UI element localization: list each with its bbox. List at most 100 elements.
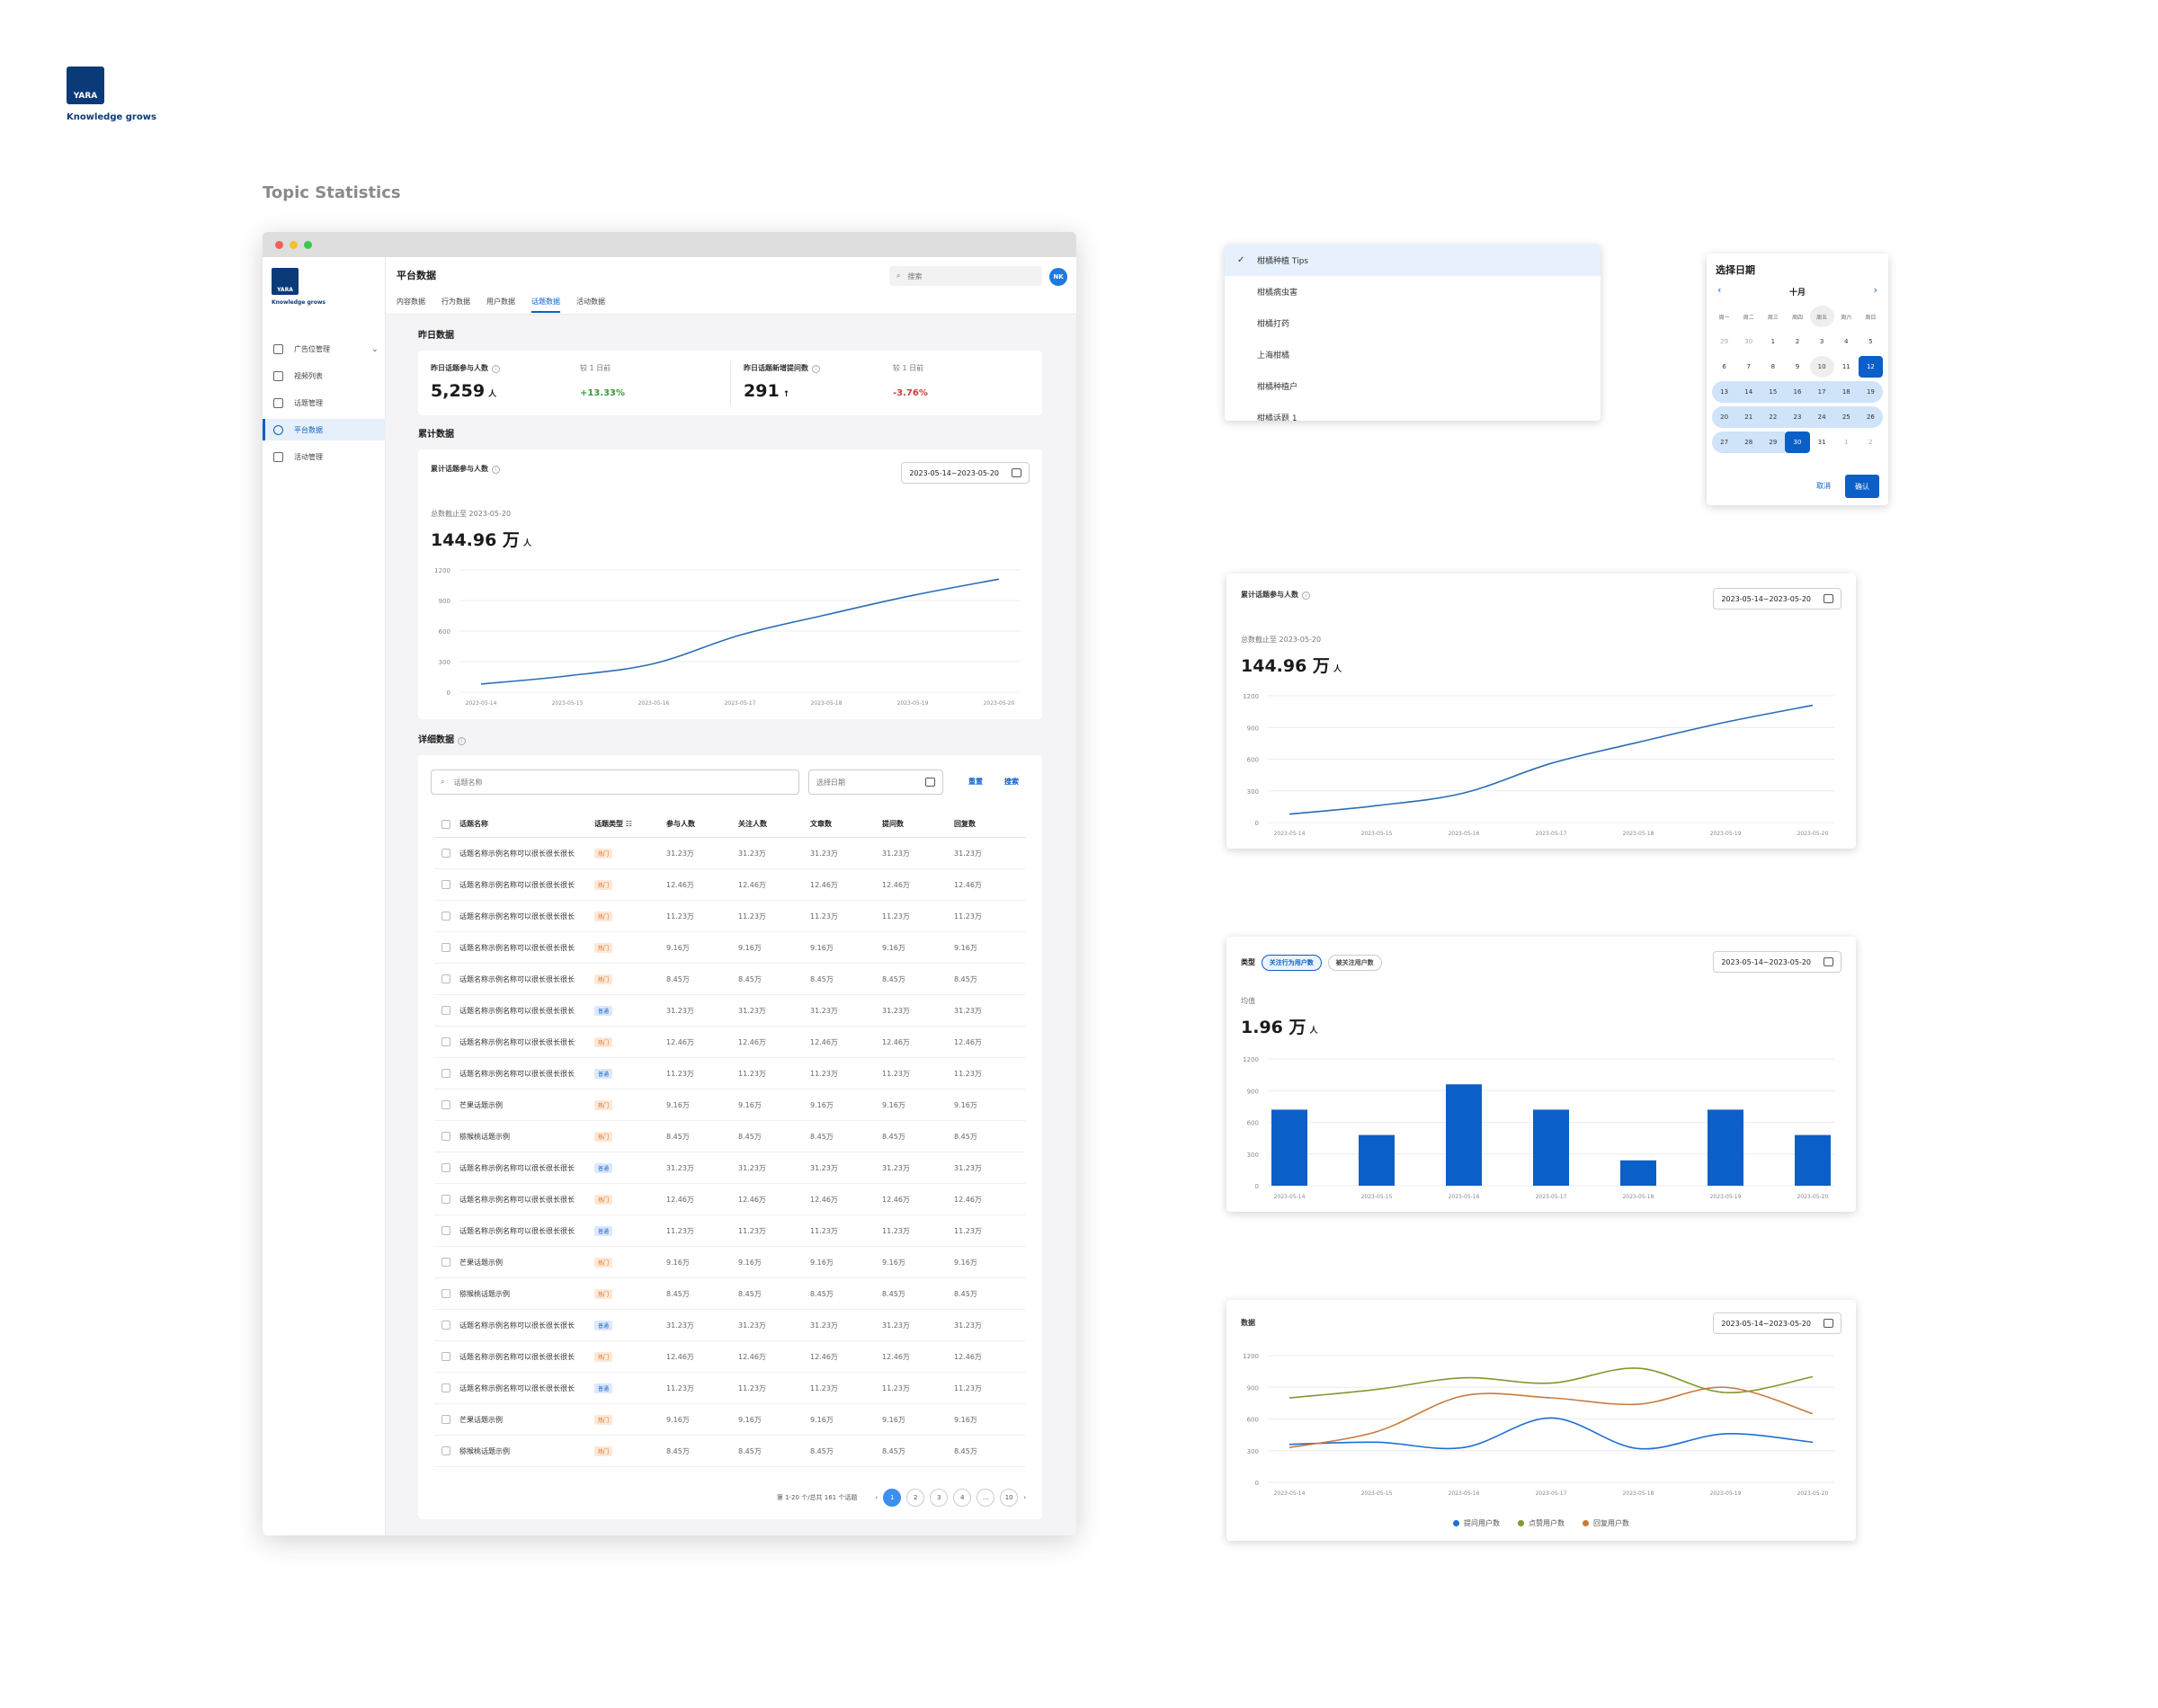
calendar-day[interactable]: 5 — [1868, 338, 1873, 345]
avatar[interactable]: NK — [1049, 268, 1067, 286]
calendar-day[interactable]: 31 — [1817, 439, 1826, 446]
calendar-day[interactable]: 28 — [1736, 431, 1761, 453]
date-select[interactable]: 选择日期 — [808, 769, 943, 795]
dropdown-item[interactable]: 柑橘话题 1 — [1225, 402, 1601, 421]
table-row[interactable]: 话题名称示例名称可以很长很长很长 普通 11.23万 11.23万 11.23万 11.2… — [434, 1058, 1026, 1090]
calendar-day[interactable]: 7 — [1746, 363, 1751, 370]
calendar-day[interactable]: 22 — [1761, 406, 1786, 428]
calendar-day[interactable]: 19 — [1858, 381, 1883, 403]
calendar-day[interactable]: 13 — [1712, 381, 1737, 403]
dropdown-item[interactable]: ✓ 柑橘种植 Tips — [1225, 245, 1601, 276]
topic-name[interactable]: 芒果话题示例 — [459, 1415, 503, 1424]
info-icon[interactable]: i — [492, 365, 500, 373]
sidebar-item-ads[interactable]: 广告位管理 ⌄ — [263, 338, 386, 360]
row-checkbox[interactable] — [441, 1195, 450, 1204]
topic-name[interactable]: 话题名称示例名称可以很长很长很长 — [459, 1226, 575, 1235]
calendar-day[interactable]: 2 — [1868, 439, 1873, 446]
calendar-day[interactable]: 9 — [1795, 363, 1800, 370]
calendar-day[interactable]: 8 — [1770, 363, 1776, 370]
row-checkbox[interactable] — [441, 1226, 450, 1235]
maximize-dot[interactable] — [304, 240, 312, 249]
table-row[interactable]: 话题名称示例名称可以很长很长很长 普通 31.23万 31.23万 31.23万 31.2… — [434, 995, 1026, 1027]
table-row[interactable]: 话题名称示例名称可以很长很长很长 热门 12.46万 12.46万 12.46万 12.4… — [434, 1027, 1026, 1058]
minimize-dot[interactable] — [290, 240, 298, 249]
close-dot[interactable] — [275, 240, 283, 249]
row-checkbox[interactable] — [441, 1415, 450, 1424]
page-button[interactable]: 2 — [906, 1489, 925, 1507]
tab-user-data[interactable]: 用户数据 — [486, 298, 515, 306]
table-row[interactable]: 芒果话题示例 热门 9.16万 9.16万 9.16万 9.16万 9.16万 — [434, 1090, 1026, 1121]
topic-name[interactable]: 话题名称示例名称可以很长很长很长 — [459, 849, 575, 858]
table-row[interactable]: 话题名称示例名称可以很长很长很长 热门 11.23万 11.23万 11.23万 11.2… — [434, 901, 1026, 932]
calendar-day[interactable]: 15 — [1761, 381, 1786, 403]
calendar-day[interactable]: 11 — [1841, 363, 1850, 370]
calendar-day[interactable]: 18 — [1833, 381, 1859, 403]
topic-name[interactable]: 话题名称示例名称可以很长很长很长 — [459, 1037, 575, 1046]
tab-behavior-data[interactable]: 行为数据 — [441, 298, 470, 306]
topic-name[interactable]: 话题名称示例名称可以很长很长很长 — [459, 912, 575, 921]
table-row[interactable]: 猕猴桃话题示例 热门 8.45万 8.45万 8.45万 8.45万 8.45万 — [434, 1436, 1026, 1467]
row-checkbox[interactable] — [441, 1446, 450, 1455]
sidebar-item-platform-data[interactable]: 平台数据 — [263, 419, 386, 440]
legend-item[interactable]: 点赞用户数 — [1518, 1518, 1565, 1528]
page-button[interactable]: 10 — [1000, 1489, 1019, 1507]
pill-followed-users[interactable]: 被关注用户数 — [1327, 955, 1382, 971]
calendar-day[interactable]: 17 — [1809, 381, 1834, 403]
topic-search-input[interactable]: ⌕ 话题名称 — [431, 769, 799, 795]
calendar-day[interactable]: 24 — [1809, 406, 1834, 428]
calendar-day[interactable]: 1 — [1770, 338, 1776, 345]
table-row[interactable]: 话题名称示例名称可以很长很长很长 热门 31.23万 31.23万 31.23万 31.2… — [434, 838, 1026, 869]
chevron-right-icon[interactable]: › — [1023, 1494, 1026, 1501]
topic-name[interactable]: 话题名称示例名称可以很长很长很长 — [459, 1163, 575, 1172]
topic-name[interactable]: 芒果话题示例 — [459, 1100, 503, 1109]
table-row[interactable]: 芒果话题示例 热门 9.16万 9.16万 9.16万 9.16万 9.16万 — [434, 1404, 1026, 1436]
dropdown-item[interactable]: 上海柑橘 — [1225, 339, 1601, 370]
col-header[interactable]: 话题类型 ☷ — [594, 820, 632, 828]
topic-name[interactable]: 话题名称示例名称可以很长很长很长 — [459, 943, 575, 952]
calendar-day[interactable]: 4 — [1844, 338, 1849, 345]
row-checkbox[interactable] — [441, 849, 450, 858]
calendar-day[interactable]: 20 — [1712, 406, 1737, 428]
table-row[interactable]: 猕猴桃话题示例 热门 8.45万 8.45万 8.45万 8.45万 8.45万 — [434, 1121, 1026, 1152]
table-row[interactable]: 话题名称示例名称可以很长很长很长 热门 12.46万 12.46万 12.46万 12.4… — [434, 1341, 1026, 1373]
topic-name[interactable]: 猕猴桃话题示例 — [459, 1132, 510, 1141]
header-search-input[interactable]: ⌕ 搜索 — [889, 266, 1042, 286]
calendar-day[interactable]: 14 — [1736, 381, 1761, 403]
sidebar-item-topics[interactable]: 话题管理 — [263, 392, 386, 414]
reset-button[interactable]: 重置 — [968, 778, 983, 786]
topic-name[interactable]: 猕猴桃话题示例 — [459, 1289, 510, 1298]
page-button[interactable]: 3 — [930, 1489, 949, 1507]
calendar-day[interactable]: 12 — [1858, 356, 1883, 378]
tab-content-data[interactable]: 内容数据 — [397, 298, 425, 306]
chevron-left-icon[interactable]: ‹ — [1717, 284, 1722, 296]
row-checkbox[interactable] — [441, 1037, 450, 1046]
row-checkbox[interactable] — [441, 880, 450, 889]
sidebar-item-videos[interactable]: 视频列表 — [263, 365, 386, 387]
topic-name[interactable]: 话题名称示例名称可以很长很长很长 — [459, 974, 575, 983]
chevron-down-icon[interactable]: ⌄ — [370, 343, 379, 354]
info-icon[interactable]: i — [492, 466, 500, 474]
table-row[interactable]: 话题名称示例名称可以很长很长很长 热门 8.45万 8.45万 8.45万 8.45万 8.… — [434, 964, 1026, 995]
table-row[interactable]: 话题名称示例名称可以很长很长很长 普通 31.23万 31.23万 31.23万 31.2… — [434, 1310, 1026, 1341]
pill-follow-users[interactable]: 关注行为用户数 — [1261, 955, 1322, 971]
topic-name[interactable]: 猕猴桃话题示例 — [459, 1446, 510, 1455]
info-icon[interactable]: i — [812, 365, 820, 373]
row-checkbox[interactable] — [441, 1006, 450, 1015]
date-range-picker[interactable]: 2023-05-14~2023-05-20 — [1713, 951, 1841, 973]
date-range-picker[interactable]: 2023-05-14~2023-05-20 — [1713, 1312, 1841, 1334]
row-checkbox[interactable] — [441, 974, 450, 983]
row-checkbox[interactable] — [441, 1069, 450, 1078]
chevron-right-icon[interactable]: › — [1873, 284, 1877, 296]
calendar-day[interactable]: 23 — [1785, 406, 1810, 428]
table-row[interactable]: 话题名称示例名称可以很长很长很长 热门 12.46万 12.46万 12.46万 12.4… — [434, 869, 1026, 901]
table-row[interactable]: 话题名称示例名称可以很长很长很长 热门 9.16万 9.16万 9.16万 9.16万 9.… — [434, 932, 1026, 964]
legend-item[interactable]: 回复用户数 — [1583, 1518, 1629, 1528]
calendar-day[interactable]: 29 — [1761, 431, 1786, 453]
dropdown-item[interactable]: 柑橘种植户 — [1225, 370, 1601, 402]
table-row[interactable]: 猕猴桃话题示例 热门 8.45万 8.45万 8.45万 8.45万 8.45万 — [434, 1278, 1026, 1310]
info-icon[interactable]: i — [1302, 592, 1310, 600]
calendar-day[interactable]: 1 — [1844, 439, 1849, 446]
chevron-left-icon[interactable]: ‹ — [875, 1494, 878, 1501]
sidebar-item-activities[interactable]: 活动管理 — [263, 446, 386, 467]
calendar-day[interactable]: 26 — [1858, 406, 1883, 428]
